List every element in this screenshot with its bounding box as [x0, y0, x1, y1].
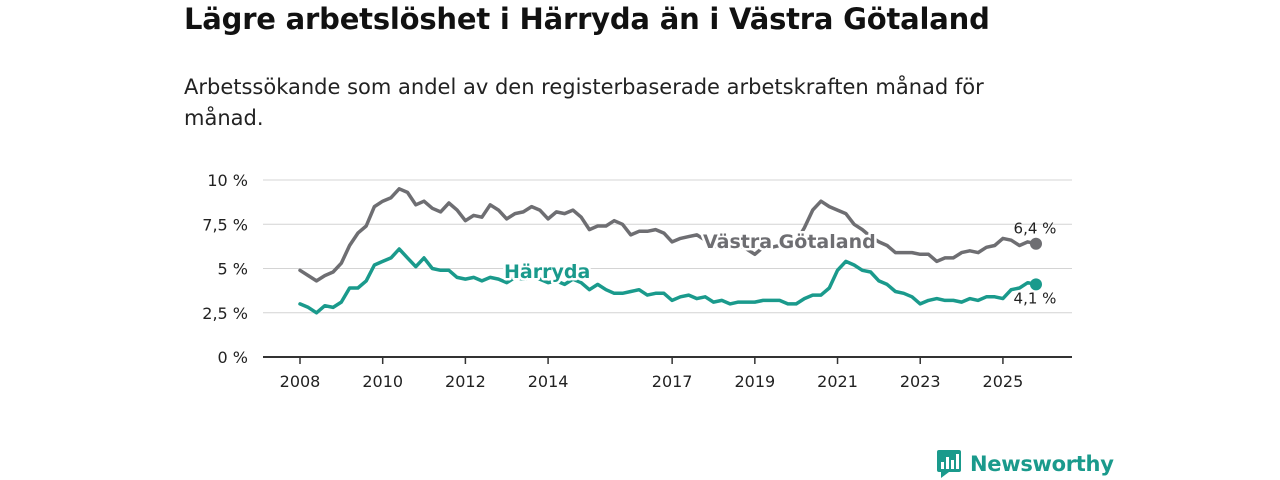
- series-end-point: [1030, 237, 1042, 250]
- series-line-harryda: [298, 247, 1038, 315]
- x-tick-label: 2014: [528, 372, 569, 391]
- x-tick-label: 2023: [900, 372, 941, 391]
- newsworthy-logo-icon: [937, 450, 961, 478]
- x-tick-label: 2012: [445, 372, 486, 391]
- x-tick-label: 2010: [362, 372, 403, 391]
- x-tick-label: 2008: [280, 372, 321, 391]
- series-lines: [298, 187, 1042, 315]
- series-line-vastra-gotaland: [298, 187, 1038, 283]
- chart-subtitle: Arbetssökande som andel av den registerb…: [184, 75, 984, 130]
- series-labels: 6,4 % Västra Götaland 4,1 % Härryda: [502, 220, 1057, 308]
- newsworthy-brand-text: Newsworthy: [970, 452, 1114, 476]
- gridlines: [263, 179, 1072, 358]
- x-tick-label: 2021: [817, 372, 858, 391]
- series-name-label: Härryda: [504, 261, 590, 283]
- y-tick-label: 5 %: [218, 260, 248, 279]
- x-tick-label: 2019: [734, 372, 775, 391]
- x-tick-label: 2017: [652, 372, 693, 391]
- y-tick-label: 10 %: [207, 171, 248, 190]
- x-tick-label: 2025: [983, 372, 1024, 391]
- y-tick-label: 7,5 %: [202, 215, 248, 234]
- series-end-label: 4,1 %: [1014, 289, 1057, 307]
- y-tick-label: 0 %: [218, 348, 248, 367]
- series-end-label: 6,4 %: [1014, 220, 1057, 238]
- x-axis-ticks: 2008 2010 2012 2014 2017 2019 2021 2023 2025: [280, 357, 1024, 391]
- y-tick-label: 2,5 %: [202, 304, 248, 323]
- series-name-label: Västra Götaland: [703, 231, 876, 253]
- series-end-point: [1030, 278, 1042, 291]
- chart-title: Lägre arbetslöshet i Härryda än i Västra…: [184, 2, 990, 36]
- newsworthy-brand[interactable]: Newsworthy: [936, 448, 1114, 480]
- y-axis-ticks: 0 % 2,5 % 5 % 7,5 % 10 %: [202, 171, 248, 367]
